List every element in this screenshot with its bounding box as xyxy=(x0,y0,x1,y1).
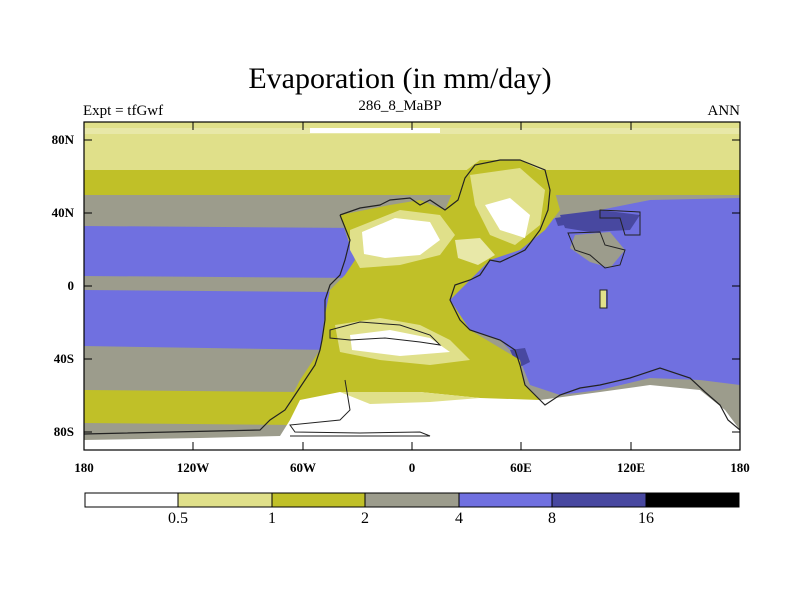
lon-ticks xyxy=(83,122,741,450)
lat-label-80s: 80S xyxy=(53,424,74,439)
lat-label-0: 0 xyxy=(67,278,75,293)
ocean-north-tropics xyxy=(84,226,360,278)
lon-label-0: 0 xyxy=(408,460,416,475)
colorbar-label-4: 4 xyxy=(455,510,463,527)
colorbar-label-16: 16 xyxy=(638,510,654,527)
experiment-label: Expt = tfGwf xyxy=(83,103,164,119)
colorbar-swatch xyxy=(646,493,739,507)
lon-label-180w: 180 xyxy=(74,460,94,475)
colorbar-swatch xyxy=(85,493,178,507)
lon-label-60w: 60W xyxy=(290,460,316,475)
colorbar-swatch xyxy=(459,493,552,507)
lat-ticks xyxy=(84,139,740,433)
map-field xyxy=(84,122,740,450)
band-north-mid xyxy=(84,170,740,195)
season-label: ANN xyxy=(707,103,741,119)
colorbar-swatch xyxy=(272,493,365,507)
ocean-south-tropics xyxy=(84,290,330,350)
colorbar-label-1: 1 xyxy=(268,510,276,527)
polar-south xyxy=(84,385,740,450)
colorbar-label-0.5: 0.5 xyxy=(168,510,188,527)
lon-label-180e: 180 xyxy=(730,460,750,475)
desert-north xyxy=(362,218,440,258)
colorbar-swatch xyxy=(552,493,646,507)
coastline-west xyxy=(84,214,351,435)
map-title: Evaporation (in mm/day) xyxy=(248,62,552,95)
lon-label-120e: 120E xyxy=(616,460,646,475)
colorbar xyxy=(84,492,740,508)
colorbar-swatch xyxy=(178,493,272,507)
colorbar-label-8: 8 xyxy=(548,510,556,527)
lat-label-40s: 40S xyxy=(53,351,74,366)
lat-label-40n: 40N xyxy=(51,205,74,220)
lon-label-60e: 60E xyxy=(510,460,532,475)
lat-label-80n: 80N xyxy=(51,132,74,147)
lon-label-120w: 120W xyxy=(176,460,210,475)
arctic-patch xyxy=(310,128,440,133)
band-south-mid xyxy=(84,390,300,425)
period-label: 286_8_MaBP xyxy=(358,98,442,114)
colorbar-label-2: 2 xyxy=(361,510,369,527)
coastline-east xyxy=(339,159,740,431)
colorbar-swatch xyxy=(365,493,459,507)
desert-south xyxy=(350,330,450,356)
